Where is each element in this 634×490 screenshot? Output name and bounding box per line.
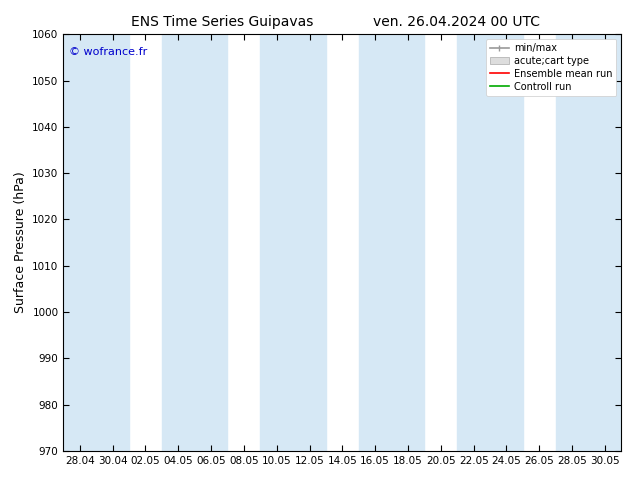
Y-axis label: Surface Pressure (hPa): Surface Pressure (hPa) — [14, 172, 27, 314]
Bar — [359, 34, 424, 451]
Bar — [457, 34, 523, 451]
Bar — [261, 34, 326, 451]
Bar — [63, 34, 129, 451]
Bar — [162, 34, 228, 451]
Legend: min/max, acute;cart type, Ensemble mean run, Controll run: min/max, acute;cart type, Ensemble mean … — [486, 39, 616, 96]
Text: ENS Time Series Guipavas: ENS Time Series Guipavas — [131, 15, 313, 29]
Text: ven. 26.04.2024 00 UTC: ven. 26.04.2024 00 UTC — [373, 15, 540, 29]
Bar — [555, 34, 621, 451]
Text: © wofrance.fr: © wofrance.fr — [69, 47, 147, 57]
